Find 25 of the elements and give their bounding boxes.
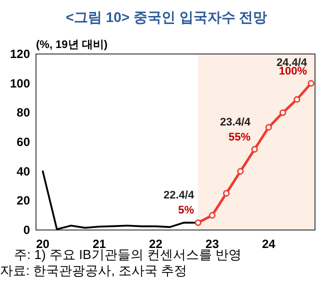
chart-title: <그림 10> 중국인 입국자수 전망 [66, 9, 268, 25]
annotation: 55% [228, 131, 251, 144]
annotation: 5% [178, 204, 194, 217]
point [265, 124, 272, 131]
text: 자료: 한국관광공사, 조사국 추정 [0, 263, 188, 278]
point [223, 190, 230, 197]
point [208, 212, 216, 219]
annotation: 22.4/4 [163, 190, 195, 202]
point [280, 109, 286, 116]
annotation: 100% [278, 65, 308, 78]
point [308, 80, 314, 87]
x-tick-label: 24 [262, 237, 276, 251]
point [294, 96, 300, 103]
y-tick-label: 60 [16, 135, 30, 149]
y-tick-label: 120 [10, 47, 30, 61]
y-tick-label: 40 [16, 164, 30, 178]
point [194, 219, 202, 226]
annotation: 23.4/4 [220, 116, 252, 128]
y-tick-label: 100 [10, 76, 30, 90]
point [237, 168, 244, 175]
point [251, 146, 258, 153]
y-axis-title: (%, 19년 대비) [36, 39, 108, 51]
y-tick-label: 20 [16, 194, 30, 208]
y-tick-label: 0 [23, 223, 30, 237]
y-tick-label: 80 [16, 106, 30, 120]
